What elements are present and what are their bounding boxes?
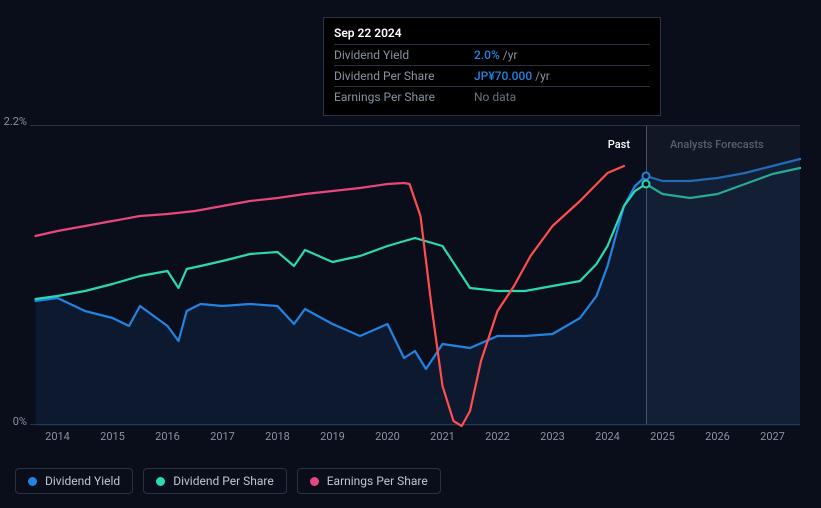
dividend-chart: 2.2%0% Past Analysts Forecasts 201420152…	[15, 105, 805, 455]
series-marker	[642, 180, 651, 189]
x-axis-tick: 2019	[320, 430, 345, 443]
legend-item[interactable]: Dividend Yield	[15, 468, 133, 494]
tooltip-row: Dividend Yield2.0% /yr	[334, 44, 650, 65]
plot-area[interactable]	[30, 125, 800, 425]
chart-tooltip: Sep 22 2024 Dividend Yield2.0% /yrDivide…	[323, 17, 661, 116]
x-axis-tick: 2018	[265, 430, 290, 443]
x-axis: 2014 2015 2016 2017 2018 2019 2020 2021 2022 2023…	[30, 430, 800, 450]
legend-label: Dividend Yield	[45, 474, 120, 488]
legend-dot-icon	[28, 477, 37, 486]
forecast-shade	[646, 126, 800, 424]
tooltip-row-value: No data	[474, 90, 516, 104]
tooltip-row: Dividend Per ShareJP¥70.000 /yr	[334, 65, 650, 86]
legend-item[interactable]: Earnings Per Share	[297, 468, 441, 494]
y-axis-label: 2.2%	[4, 115, 27, 128]
x-axis-tick: 2016	[155, 430, 180, 443]
x-axis-tick: 2027	[760, 430, 785, 443]
x-axis-tick: 2015	[100, 430, 125, 443]
tooltip-row-label: Dividend Per Share	[334, 69, 474, 83]
chart-legend: Dividend Yield Dividend Per Share Earnings…	[15, 468, 441, 494]
tooltip-row-value: JP¥70.000 /yr	[474, 69, 550, 83]
legend-dot-icon	[310, 477, 319, 486]
x-axis-tick: 2024	[595, 430, 620, 443]
tooltip-row: Earnings Per ShareNo data	[334, 86, 650, 107]
x-axis-tick: 2026	[705, 430, 730, 443]
tooltip-date: Sep 22 2024	[334, 26, 650, 44]
tooltip-row-value: 2.0% /yr	[474, 48, 518, 62]
x-axis-tick: 2017	[210, 430, 235, 443]
legend-dot-icon	[156, 477, 165, 486]
x-axis-tick: 2022	[485, 430, 510, 443]
x-axis-tick: 2021	[430, 430, 455, 443]
tooltip-row-label: Earnings Per Share	[334, 90, 474, 104]
legend-label: Earnings Per Share	[327, 474, 428, 488]
legend-label: Dividend Per Share	[173, 474, 274, 488]
legend-item[interactable]: Dividend Per Share	[143, 468, 287, 494]
x-axis-tick: 2020	[375, 430, 400, 443]
tooltip-row-label: Dividend Yield	[334, 48, 474, 62]
x-axis-tick: 2023	[540, 430, 565, 443]
x-axis-tick: 2025	[650, 430, 675, 443]
y-axis-label: 0%	[13, 415, 27, 428]
x-axis-tick: 2014	[45, 430, 70, 443]
